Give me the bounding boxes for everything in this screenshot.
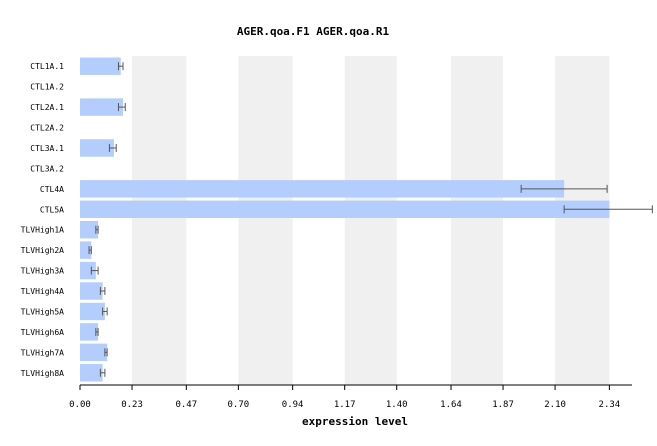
bar — [80, 180, 565, 198]
error-bar — [99, 368, 106, 377]
category-label: CTL3A.2 — [30, 164, 64, 173]
error-bar — [117, 103, 126, 112]
error-bars-layer — [88, 62, 653, 377]
error-bar — [104, 348, 108, 357]
category-label: TLVHigh7A — [21, 348, 65, 357]
bars-layer — [80, 57, 610, 382]
error-bar — [108, 143, 117, 152]
grid-band — [555, 56, 610, 385]
x-tick-label: 0.70 — [228, 400, 250, 410]
x-axis-label: expression level — [302, 415, 408, 428]
bar — [80, 241, 92, 259]
error-bar — [520, 184, 608, 193]
bar — [80, 282, 103, 300]
bar — [80, 57, 121, 75]
bar — [80, 343, 108, 362]
bar — [80, 139, 114, 157]
category-label: TLVHigh2A — [21, 246, 65, 255]
category-label: TLVHigh8A — [21, 369, 65, 378]
grid-band — [238, 56, 293, 385]
error-bar — [117, 62, 124, 71]
category-label: CTL3A.1 — [30, 144, 64, 153]
category-label: TLVHigh1A — [21, 226, 65, 235]
bar — [80, 323, 99, 341]
error-bar — [99, 287, 106, 296]
error-bar — [102, 307, 108, 316]
category-label: CTL1A.2 — [30, 83, 64, 92]
category-label: CTL5A — [40, 205, 64, 214]
error-bar — [95, 327, 99, 336]
bar — [80, 98, 123, 116]
grid-band — [132, 56, 187, 385]
category-label: TLVHigh4A — [21, 287, 65, 296]
category-label: TLVHigh3A — [21, 267, 65, 276]
error-bar — [95, 225, 99, 234]
x-tick-label: 1.87 — [492, 400, 514, 410]
bar — [80, 200, 610, 218]
grid-bands — [132, 56, 610, 385]
error-bar — [90, 266, 99, 275]
grid-band — [451, 56, 504, 385]
grid-band — [344, 56, 397, 385]
category-label: CTL1A.1 — [30, 62, 64, 71]
bar — [80, 364, 103, 382]
bar — [80, 302, 105, 321]
x-ticks: 0.00 0.23 0.47 0.70 0.94 1.17 1.40 1.64 1.87 2.10… — [69, 385, 620, 410]
chart-title: AGER.qoa.F1 AGER.qoa.R1 — [237, 25, 390, 38]
error-bar — [563, 205, 653, 214]
x-tick-label: 2.10 — [544, 400, 566, 410]
bar — [80, 221, 99, 239]
category-labels: CTL1A.1 CTL1A.2 CTL2A.1 CTL2A.2 CTL3A.1 CTL3A… — [21, 62, 65, 378]
category-label: TLVHigh5A — [21, 307, 65, 316]
x-tick-label: 0.23 — [121, 400, 143, 410]
category-label: CTL2A.1 — [30, 103, 64, 112]
x-tick-label: 0.47 — [175, 400, 197, 410]
x-tick-label: 1.40 — [386, 400, 408, 410]
x-tick-label: 1.17 — [334, 400, 356, 410]
error-bar — [88, 246, 92, 255]
category-label: TLVHigh6A — [21, 328, 65, 337]
x-tick-label: 2.34 — [599, 400, 621, 410]
x-tick-label: 1.64 — [440, 400, 462, 410]
bar — [80, 261, 96, 280]
x-tick-label: 0.94 — [282, 400, 304, 410]
category-label: CTL2A.2 — [30, 124, 64, 133]
category-label: CTL4A — [40, 185, 64, 194]
x-tick-label: 0.00 — [69, 400, 91, 410]
